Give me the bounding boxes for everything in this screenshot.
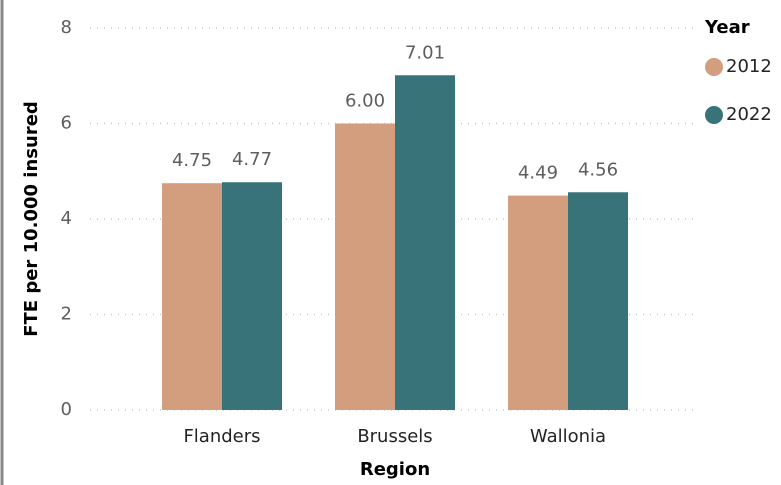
y-tick-label: 4 (61, 208, 72, 229)
bar (568, 192, 628, 410)
y-tick-label: 6 (61, 113, 72, 134)
x-tick-label: Wallonia (530, 426, 606, 447)
data-label: 4.56 (578, 159, 618, 180)
bar (508, 195, 568, 410)
x-axis-title: Region (360, 459, 430, 480)
data-label: 4.75 (172, 150, 212, 171)
bar (335, 123, 395, 410)
data-label: 4.49 (518, 163, 558, 184)
bar (162, 183, 222, 410)
legend-label: 2022 (726, 104, 772, 125)
y-tick-label: 0 (61, 399, 72, 420)
bar (222, 182, 282, 410)
data-label: 4.77 (232, 149, 272, 170)
y-tick-label: 2 (61, 304, 72, 325)
legend-title: Year (704, 17, 750, 38)
data-label: 7.01 (405, 42, 445, 63)
y-tick-label: 8 (61, 17, 72, 38)
bar (395, 75, 455, 411)
data-label: 6.00 (345, 91, 385, 112)
y-axis-title: FTE per 10.000 insured (21, 101, 42, 337)
x-tick-label: Brussels (357, 426, 432, 447)
legend-label: 2012 (726, 56, 772, 77)
legend-marker (705, 58, 723, 76)
legend-marker (705, 106, 723, 124)
x-tick-label: Flanders (183, 426, 260, 447)
